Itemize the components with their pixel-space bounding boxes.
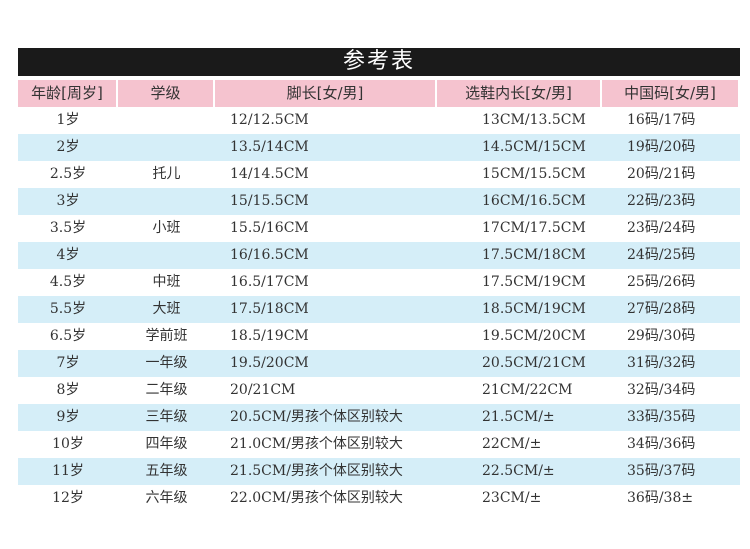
table-cell: 六年级 bbox=[145, 490, 188, 506]
table-cell: 2岁 bbox=[56, 139, 80, 155]
table-cell bbox=[118, 134, 215, 161]
header-row: 年龄[周岁] 学级 脚长[女/男] 选鞋内长[女/男] 中国码[女/男] bbox=[18, 80, 740, 107]
table-row: 3岁 15/15.5CM 16CM/16.5CM 22码/23码 bbox=[18, 188, 740, 215]
table-cell bbox=[118, 107, 215, 134]
table-cell: 22.5CM/± bbox=[482, 463, 555, 479]
table-cell: 35码/37码 bbox=[627, 463, 696, 479]
table-cell: 15.5/16CM bbox=[230, 220, 309, 236]
table-cell: 17.5/18CM bbox=[230, 301, 309, 317]
table-cell: 23码/24码 bbox=[627, 220, 696, 236]
table-cell: 4.5岁 bbox=[49, 274, 87, 290]
table-cell: 14.5CM/15CM bbox=[482, 139, 586, 155]
table-cell: 20/21CM bbox=[230, 382, 296, 398]
table-cell: 20.5CM/21CM bbox=[482, 355, 586, 371]
header-cell: 选鞋内长[女/男] bbox=[437, 80, 602, 107]
table-cell: 24码/25码 bbox=[627, 247, 696, 263]
table-cell: 1岁 bbox=[56, 112, 80, 128]
table-cell: 12/12.5CM bbox=[230, 112, 309, 128]
table-cell: 33码/35码 bbox=[627, 409, 696, 425]
table-cell: 21CM/22CM bbox=[482, 382, 573, 398]
table-cell: 12岁 bbox=[52, 490, 84, 506]
table-cell: 19.5CM/20CM bbox=[482, 328, 586, 344]
table-cell: 22.0CM/男孩个体区别较大 bbox=[230, 490, 403, 506]
table-cell: 二年级 bbox=[145, 382, 188, 398]
table-cell: 6.5岁 bbox=[49, 328, 87, 344]
table-cell: 中班 bbox=[152, 274, 181, 290]
table-cell: 3.5岁 bbox=[49, 220, 87, 236]
table-cell: 三年级 bbox=[145, 409, 188, 425]
table-cell bbox=[118, 242, 215, 269]
table-row: 3.5岁 小班 15.5/16CM 17CM/17.5CM 23码/24码 bbox=[18, 215, 740, 242]
table-row: 7岁 一年级 19.5/20CM 20.5CM/21CM 31码/32码 bbox=[18, 350, 740, 377]
table-row: 5.5岁 大班 17.5/18CM 18.5CM/19CM 27码/28码 bbox=[18, 296, 740, 323]
table-cell: 学前班 bbox=[145, 328, 188, 344]
table-cell: 19码/20码 bbox=[627, 139, 696, 155]
table-cell: 34码/36码 bbox=[627, 436, 696, 452]
table-cell: 16码/17码 bbox=[627, 112, 696, 128]
table-cell: 19.5/20CM bbox=[230, 355, 309, 371]
table-cell: 20码/21码 bbox=[627, 166, 696, 182]
table-cell: 四年级 bbox=[145, 436, 188, 452]
table-cell: 8岁 bbox=[56, 382, 80, 398]
table-row: 6.5岁 学前班 18.5/19CM 19.5CM/20CM 29码/30码 bbox=[18, 323, 740, 350]
table-cell: 23CM/± bbox=[482, 490, 542, 506]
table-cell: 小班 bbox=[152, 220, 181, 236]
table-cell: 3岁 bbox=[56, 193, 80, 209]
table-title: 参考表 bbox=[18, 48, 740, 76]
table-row: 10岁 四年级 21.0CM/男孩个体区别较大 22CM/± 34码/36码 bbox=[18, 431, 740, 458]
header-cell: 学级 bbox=[118, 80, 215, 107]
table-cell: 11岁 bbox=[52, 463, 84, 479]
table-cell: 18.5/19CM bbox=[230, 328, 309, 344]
table-cell: 五年级 bbox=[145, 463, 188, 479]
table-cell: 31码/32码 bbox=[627, 355, 696, 371]
table-row: 2.5岁 托儿 14/14.5CM 15CM/15.5CM 20码/21码 bbox=[18, 161, 740, 188]
table-cell: 7岁 bbox=[56, 355, 80, 371]
table-cell: 20.5CM/男孩个体区别较大 bbox=[230, 409, 403, 425]
table-cell: 托儿 bbox=[152, 166, 181, 182]
table-cell: 21.0CM/男孩个体区别较大 bbox=[230, 436, 403, 452]
table-cell bbox=[118, 188, 215, 215]
table-row: 9岁 三年级 20.5CM/男孩个体区别较大 21.5CM/± 33码/35码 bbox=[18, 404, 740, 431]
table-cell: 5.5岁 bbox=[49, 301, 87, 317]
table-cell: 15CM/15.5CM bbox=[482, 166, 586, 182]
table-cell: 22CM/± bbox=[482, 436, 542, 452]
table-cell: 22码/23码 bbox=[627, 193, 696, 209]
table-row: 12岁 六年级 22.0CM/男孩个体区别较大 23CM/± 36码/38± bbox=[18, 485, 740, 512]
table-row: 8岁 二年级 20/21CM 21CM/22CM 32码/34码 bbox=[18, 377, 740, 404]
table-cell: 2.5岁 bbox=[49, 166, 87, 182]
table-cell: 13CM/13.5CM bbox=[482, 112, 586, 128]
table-cell: 32码/34码 bbox=[627, 382, 696, 398]
table-row: 4岁 16/16.5CM 17.5CM/18CM 24码/25码 bbox=[18, 242, 740, 269]
table-row: 2岁 13.5/14CM 14.5CM/15CM 19码/20码 bbox=[18, 134, 740, 161]
table-cell: 9岁 bbox=[56, 409, 80, 425]
table-cell: 大班 bbox=[152, 301, 181, 317]
table-cell: 16.5/17CM bbox=[230, 274, 309, 290]
table-cell: 18.5CM/19CM bbox=[482, 301, 586, 317]
table-cell: 16CM/16.5CM bbox=[482, 193, 586, 209]
header-cell: 年龄[周岁] bbox=[18, 80, 118, 107]
table-cell: 21.5CM/± bbox=[482, 409, 555, 425]
table-cell: 29码/30码 bbox=[627, 328, 696, 344]
table-cell: 27码/28码 bbox=[627, 301, 696, 317]
header-cell: 脚长[女/男] bbox=[215, 80, 437, 107]
table-cell: 21.5CM/男孩个体区别较大 bbox=[230, 463, 403, 479]
header-cell: 中国码[女/男] bbox=[602, 80, 740, 107]
table-cell: 36码/38± bbox=[627, 490, 694, 506]
table-cell: 15/15.5CM bbox=[230, 193, 309, 209]
table-row: 1岁 12/12.5CM 13CM/13.5CM 16码/17码 bbox=[18, 107, 740, 134]
table-cell: 4岁 bbox=[56, 247, 80, 263]
table-cell: 10岁 bbox=[52, 436, 84, 452]
table-cell: 16/16.5CM bbox=[230, 247, 309, 263]
table-cell: 25码/26码 bbox=[627, 274, 696, 290]
table-cell: 17CM/17.5CM bbox=[482, 220, 586, 236]
table-cell: 14/14.5CM bbox=[230, 166, 309, 182]
table-cell: 一年级 bbox=[145, 355, 188, 371]
table-cell: 17.5CM/19CM bbox=[482, 274, 586, 290]
table-row: 11岁 五年级 21.5CM/男孩个体区别较大 22.5CM/± 35码/37码 bbox=[18, 458, 740, 485]
table-cell: 17.5CM/18CM bbox=[482, 247, 586, 263]
table-row: 4.5岁 中班 16.5/17CM 17.5CM/19CM 25码/26码 bbox=[18, 269, 740, 296]
table-cell: 13.5/14CM bbox=[230, 139, 309, 155]
